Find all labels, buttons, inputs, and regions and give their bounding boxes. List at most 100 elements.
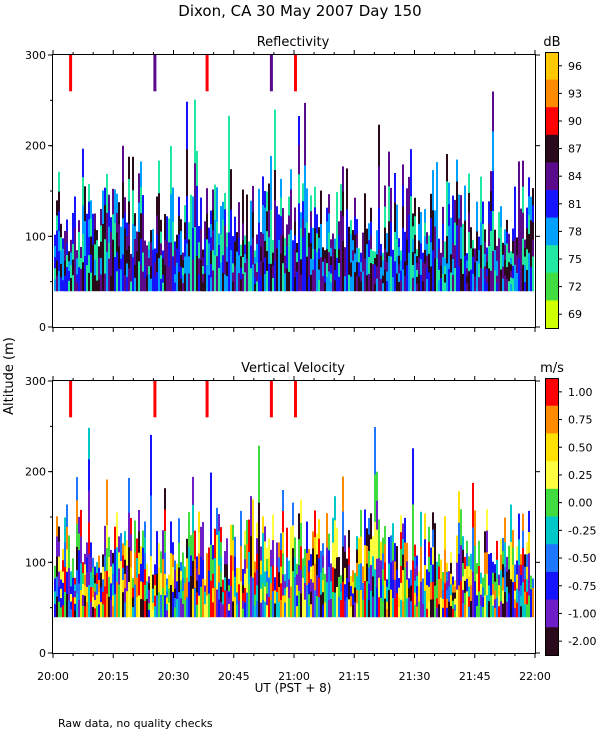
velocity-cell [294,596,296,618]
velocity-tall-echo [294,381,297,418]
velocity-cell [244,530,246,546]
velocity-cell [424,539,426,566]
reflectivity-cell [486,254,488,263]
reflectivity-colorbar-label: 87 [568,143,582,156]
velocity-cell [124,531,126,546]
reflectivity-cell [112,239,114,266]
reflectivity-cell [100,241,102,259]
reflectivity-cell [442,240,444,258]
velocity-cell [100,572,102,588]
velocity-cell [64,542,66,568]
reflectivity-cell [132,257,134,292]
velocity-colorbar-swatch [546,571,558,601]
reflectivity-cell [58,231,60,252]
velocity-cell [488,585,490,602]
reflectivity-cell [226,232,228,248]
reflectivity-colorbar-label: 84 [568,170,582,183]
velocity-cell [246,520,248,545]
velocity-cell [282,490,284,512]
reflectivity-cell [394,173,396,203]
reflectivity-cell [282,208,284,237]
velocity-cell [398,607,400,618]
velocity-cell [232,586,234,602]
reflectivity-cell [482,268,484,292]
reflectivity-cell [484,278,486,292]
reflectivity-cell [448,182,450,205]
velocity-cell [486,595,488,618]
reflectivity-cell [84,221,86,257]
reflectivity-tall-echo [153,55,157,92]
reflectivity-cell [162,266,164,276]
velocity-cell [144,600,146,618]
reflectivity-cell [524,248,526,257]
reflectivity-cell [238,237,240,256]
reflectivity-cell [242,273,244,292]
velocity-cell [182,552,184,566]
reflectivity-cell [258,188,260,224]
velocity-cell [392,598,394,618]
reflectivity-cell [356,262,358,277]
velocity-cell [270,583,272,601]
velocity-cell [496,559,498,580]
reflectivity-cell [480,245,482,269]
reflectivity-cell [500,269,502,292]
reflectivity-cell [238,219,240,239]
reflectivity-cell [294,249,296,264]
velocity-cell [356,589,358,604]
velocity-cell [450,562,452,575]
velocity-cell [258,559,260,618]
velocity-cell [446,571,448,582]
velocity-cell [296,585,298,597]
reflectivity-cell [274,230,276,261]
velocity-cell [312,531,314,549]
reflectivity-cell [370,263,372,278]
reflectivity-cell [454,199,456,224]
reflectivity-cell [264,224,266,242]
reflectivity-cell [300,212,302,229]
reflectivity-cell [458,266,460,292]
reflectivity-cell [334,259,336,271]
reflectivity-cell [92,213,94,230]
velocity-cell [78,566,80,584]
velocity-cell [272,540,274,567]
velocity-cell [68,535,70,553]
reflectivity-cell [300,227,302,245]
velocity-cell [456,535,458,564]
reflectivity-cell [448,225,450,248]
velocity-cell [128,512,130,548]
velocity-cell [236,580,238,593]
reflectivity-cell [208,275,210,292]
velocity-cell [234,536,236,558]
velocity-cell [154,585,156,597]
reflectivity-cell [222,272,224,292]
velocity-cell [352,570,354,583]
reflectivity-cell [376,242,378,255]
reflectivity-cell [398,273,400,283]
velocity-cell [180,562,182,572]
reflectivity-cell [368,257,370,275]
reflectivity-cell [506,231,508,244]
reflectivity-cell [430,218,432,243]
velocity-cell [226,564,228,591]
reflectivity-cell [316,214,318,234]
velocity-cell [180,571,182,581]
velocity-cell [136,597,138,618]
velocity-cell [472,572,474,618]
velocity-cell [280,583,282,601]
velocity-cell [354,587,356,603]
reflectivity-cell [86,213,88,240]
reflectivity-cell [364,258,366,292]
velocity-cell [340,575,342,584]
velocity-cell [144,585,146,602]
velocity-cell [216,589,218,618]
reflectivity-cell [290,169,292,190]
reflectivity-cell [210,210,212,225]
reflectivity-cell [336,257,338,292]
reflectivity-cell [472,256,474,266]
velocity-cell [438,566,440,580]
reflectivity-cell [418,274,420,292]
reflectivity-cell [362,252,364,272]
reflectivity-cell [310,274,312,292]
reflectivity-cell [402,185,404,207]
reflectivity-cell [90,254,92,274]
